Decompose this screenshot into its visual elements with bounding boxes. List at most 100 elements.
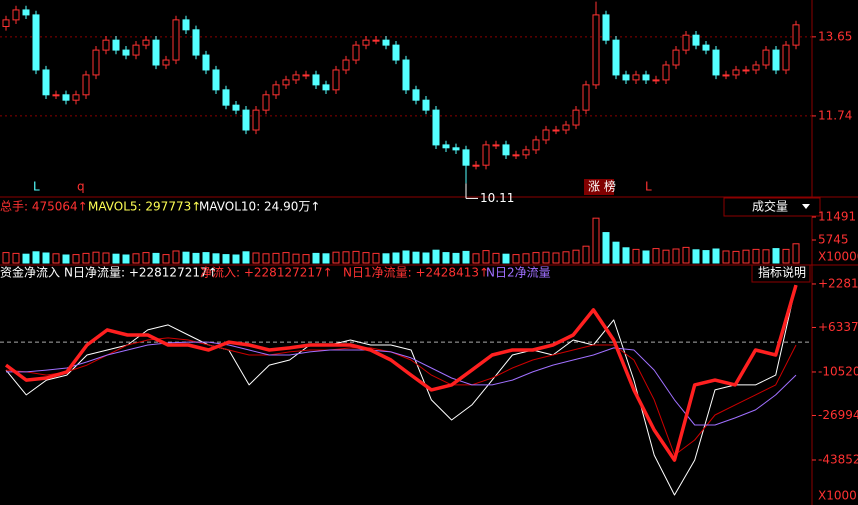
- candle-body: [322, 84, 330, 91]
- volume-bar: [672, 248, 680, 264]
- y-tick-label: 11491: [818, 210, 856, 224]
- candle-body: [602, 14, 610, 41]
- volume-bar: [232, 254, 240, 264]
- volume-bar: [212, 253, 220, 264]
- candle-body: [102, 39, 110, 51]
- candle-body: [522, 149, 530, 156]
- legend-item: N日2净流量: [486, 266, 551, 280]
- volume-bar: [392, 252, 400, 264]
- volume-bar: [612, 241, 620, 264]
- volume-bar: [752, 248, 760, 264]
- y-tick-label: -26994: [818, 408, 858, 422]
- volume-bar: [432, 249, 440, 264]
- flow-line: [6, 341, 797, 426]
- candle-body: [262, 94, 270, 111]
- volume-bar: [772, 248, 780, 264]
- candle-body: [52, 94, 60, 97]
- candle-body: [482, 144, 490, 166]
- candle-body: [492, 144, 500, 147]
- candle-body: [732, 69, 740, 76]
- volume-bar: [682, 246, 690, 264]
- candle-body: [552, 129, 560, 132]
- volume-bar: [562, 251, 570, 264]
- volume-bar: [602, 232, 610, 264]
- candle-body: [442, 144, 450, 149]
- annotation: L: [645, 180, 652, 194]
- volume-bar: [512, 254, 520, 264]
- candle-body: [182, 19, 190, 31]
- volume-bar: [202, 252, 210, 264]
- volume-bar: [552, 252, 560, 264]
- volume-bar: [182, 251, 190, 264]
- volume-bar: [792, 243, 800, 264]
- legend-item: 净流入: +228127217↑: [200, 266, 333, 280]
- candle-body: [762, 49, 770, 66]
- candle-body: [172, 19, 180, 61]
- volume-bar: [522, 253, 530, 264]
- volume-bar: [172, 250, 180, 264]
- volume-bar: [452, 252, 460, 264]
- volume-bar: [722, 250, 730, 264]
- candle-body: [92, 49, 100, 76]
- volume-bar: [72, 254, 80, 264]
- volume-bar: [462, 250, 470, 264]
- volume-bar: [42, 252, 50, 264]
- legend-item: 总手: 475064↑: [0, 200, 88, 214]
- indicator-selector[interactable]: [723, 197, 821, 217]
- volume-bar: [702, 250, 710, 264]
- candle-body: [222, 89, 230, 106]
- candle-body: [362, 39, 370, 46]
- volume-bar: [402, 250, 410, 264]
- candle-body: [472, 164, 480, 167]
- volume-bar: [282, 252, 290, 264]
- badge: [584, 179, 614, 195]
- y-tick-label: 11.74: [818, 108, 852, 122]
- candle-body: [402, 59, 410, 91]
- candle-body: [562, 124, 570, 131]
- selector-label[interactable]: 成交量: [752, 199, 788, 214]
- candle-body: [2, 19, 10, 27]
- volume-bar: [712, 248, 720, 264]
- candle-body: [232, 104, 240, 111]
- volume-bar: [622, 247, 630, 264]
- volume-bar: [82, 252, 90, 264]
- legend-item: MAVOL10: 24.90万↑: [199, 200, 320, 214]
- help-button[interactable]: [751, 264, 811, 283]
- volume-bar: [482, 250, 490, 264]
- y-tick-label: +63379: [818, 320, 858, 334]
- volume-bar: [142, 252, 150, 264]
- candle-body: [622, 74, 630, 81]
- volume-bar: [152, 252, 160, 264]
- volume-bar: [292, 253, 300, 264]
- volume-bar: [442, 252, 450, 264]
- dropdown-arrow[interactable]: [802, 204, 810, 209]
- unit-label: X1000: [818, 489, 857, 503]
- candle-body: [82, 74, 90, 96]
- volume-bar: [762, 249, 770, 264]
- volume-bar: [122, 254, 130, 264]
- candle-body: [382, 39, 390, 46]
- annotation: L: [33, 180, 40, 194]
- candle-body: [282, 79, 290, 86]
- candle-body: [332, 69, 340, 91]
- candle-body: [132, 44, 140, 56]
- candle-body: [712, 49, 720, 76]
- candle-body: [142, 39, 150, 46]
- volume-bar: [472, 253, 480, 264]
- candle-body: [632, 74, 640, 81]
- candle-body: [502, 144, 510, 156]
- candle-body: [682, 34, 690, 51]
- help-label[interactable]: 指标说明: [758, 265, 806, 280]
- candle-body: [652, 79, 660, 82]
- volume-bar: [542, 251, 550, 264]
- volume-bar: [642, 250, 650, 264]
- y-tick-label: 5745: [818, 233, 849, 247]
- volume-bar: [322, 253, 330, 264]
- candle-body: [452, 147, 460, 151]
- candle-body: [242, 109, 250, 131]
- candle-body: [212, 69, 220, 91]
- candle-body: [572, 109, 580, 126]
- volume-bar: [412, 251, 420, 264]
